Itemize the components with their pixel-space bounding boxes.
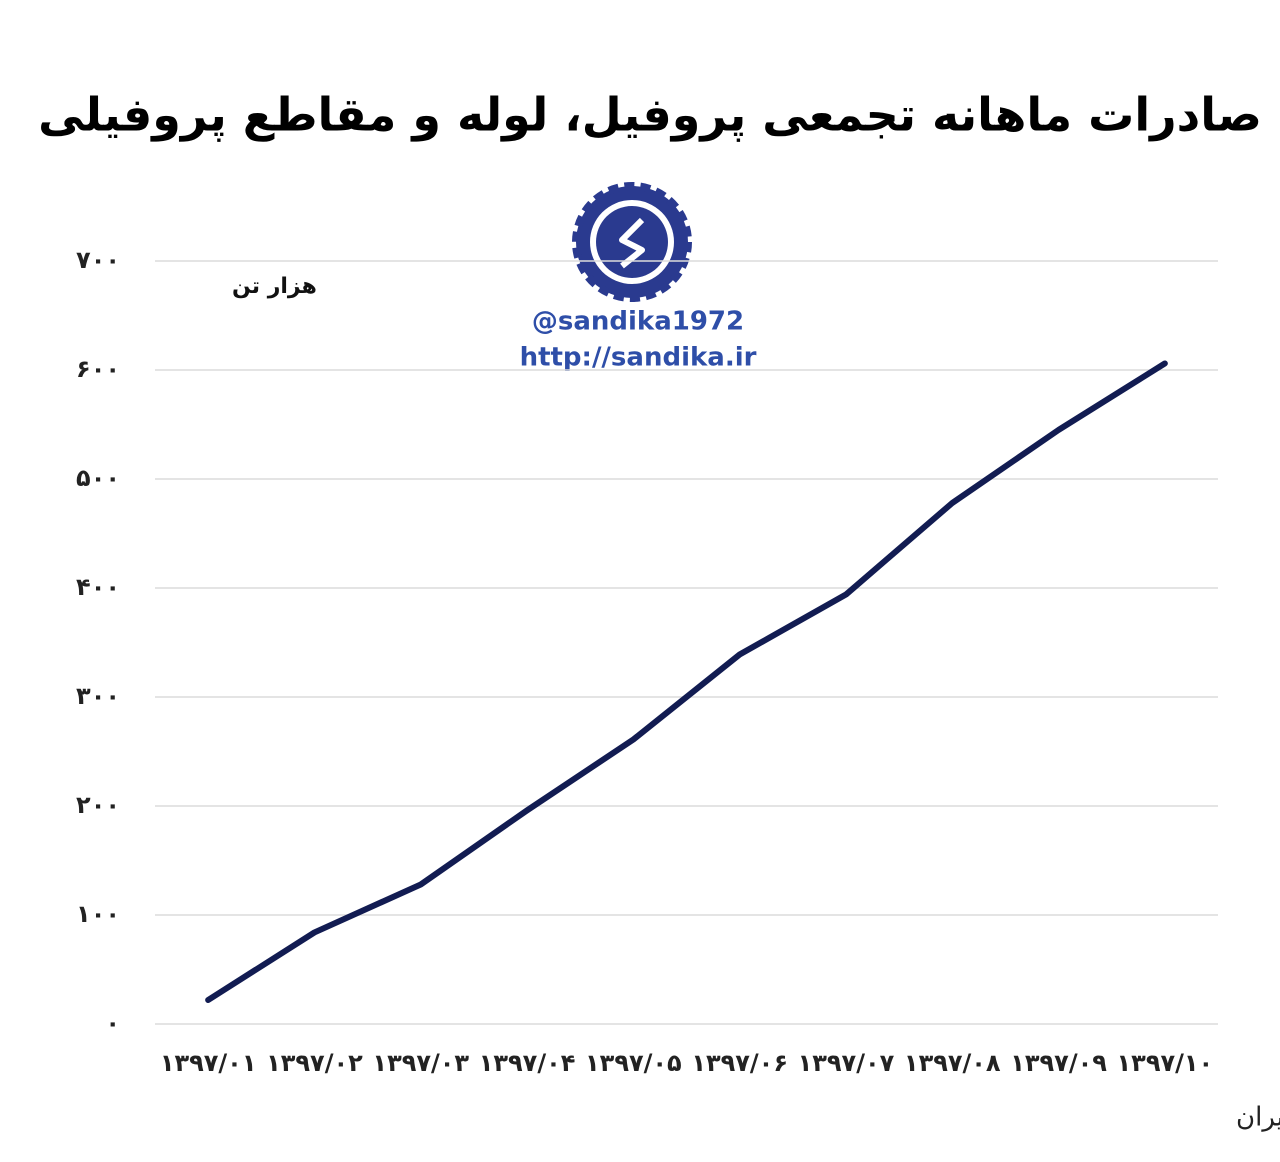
x-tick-label: ۱۳۹۷/۰۸: [904, 1049, 1001, 1077]
logo-mark: [619, 217, 645, 269]
grid: [155, 260, 1218, 1025]
x-tick-label: ۱۳۹۷/۰۷: [798, 1049, 895, 1077]
y-tick-label: ۲۰۰: [76, 791, 120, 819]
y-tick-label: ۱۰۰: [76, 900, 120, 928]
y-tick-label: ۳۰۰: [76, 682, 120, 710]
logo: [572, 182, 692, 302]
x-tick-label: ۱۳۹۷/۰۵: [585, 1049, 682, 1077]
y-tick-label: ۷۰۰: [76, 246, 120, 274]
x-tick-label: ۱۳۹۷/۰۲: [266, 1049, 363, 1077]
y-axis-unit: هزار تن: [232, 274, 317, 299]
source: منبع: گمرک ایران: [1236, 1102, 1280, 1133]
y-tick-label: ۵۰۰: [76, 464, 120, 492]
x-tick-label: ۱۳۹۷/۰۳: [372, 1049, 469, 1077]
x-tick-label: ۱۳۹۷/۰۹: [1010, 1049, 1107, 1077]
chart-title: صادرات ماهانه تجمعی پروفیل، لوله و مقاطع…: [38, 88, 1262, 143]
x-tick-label: ۱۳۹۷/۰۴: [479, 1049, 576, 1077]
watermark-url: http://sandika.ir: [520, 343, 757, 373]
x-tick-label: ۱۳۹۷/۰۱: [160, 1049, 257, 1077]
data-line: [205, 360, 1168, 1004]
x-tick-label: ۱۳۹۷/۱۰: [1117, 1049, 1214, 1077]
y-tick-label: ۶۰۰: [76, 355, 120, 383]
y-tick-label: ۰: [105, 1009, 120, 1037]
x-tick-label: ۱۳۹۷/۰۶: [691, 1049, 788, 1077]
y-tick-label: ۴۰۰: [76, 573, 120, 601]
watermark-handle: @sandika1972: [532, 307, 744, 337]
